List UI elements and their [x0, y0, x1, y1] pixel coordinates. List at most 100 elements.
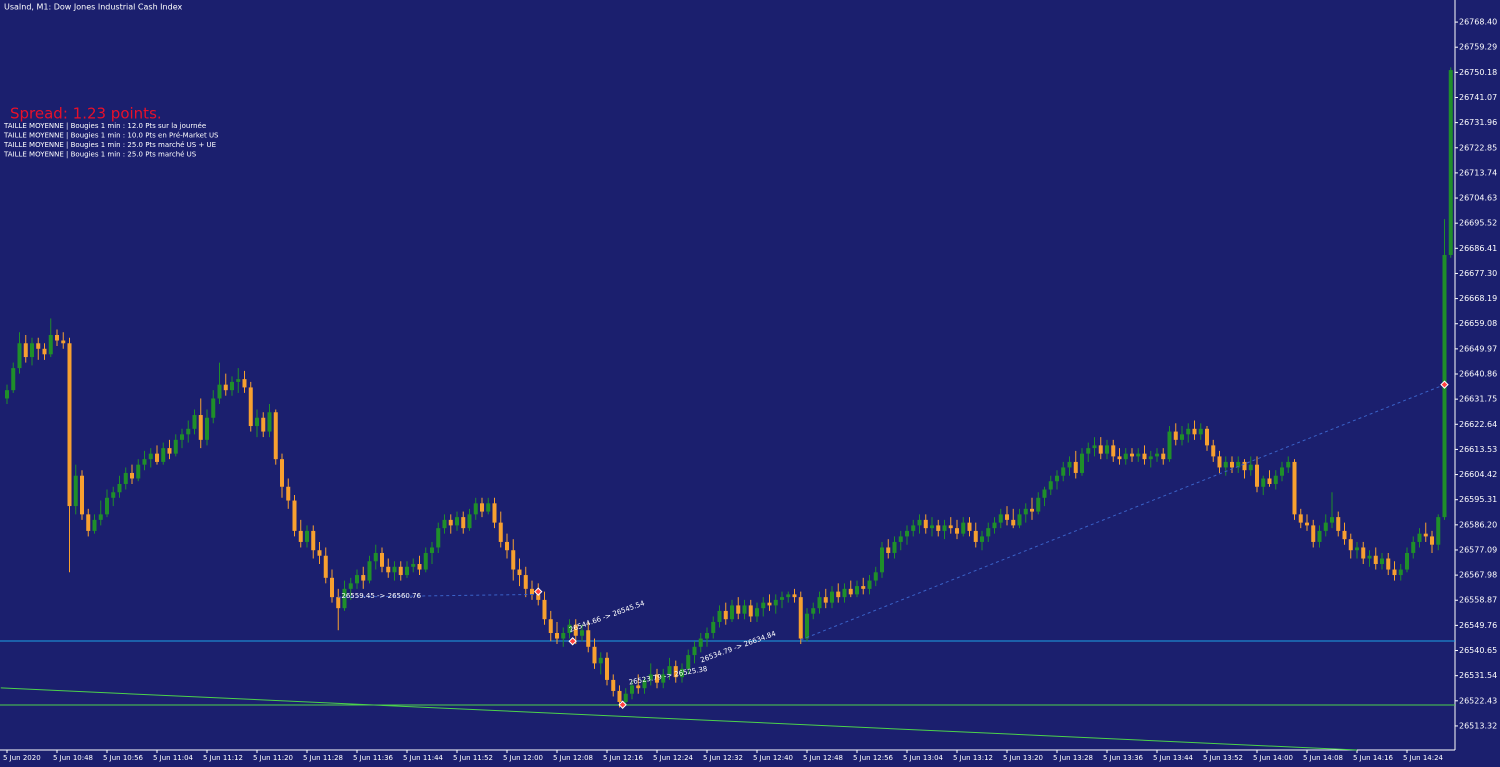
- candle-body: [1380, 558, 1384, 565]
- y-tick-label: 26704.63: [1459, 194, 1497, 203]
- candle-body: [748, 605, 753, 617]
- candle-body: [330, 577, 334, 598]
- candle-body: [636, 685, 641, 689]
- x-tick-label: 5 Jun 12:32: [703, 754, 743, 762]
- candle-body: [1055, 475, 1059, 482]
- candle-body: [1255, 464, 1259, 487]
- candle-body: [148, 453, 153, 460]
- candle-body: [5, 390, 9, 399]
- x-tick-label: 5 Jun 12:40: [753, 754, 793, 762]
- candle-body: [705, 633, 709, 639]
- candle-body: [1023, 508, 1028, 515]
- x-tick-label: 5 Jun 14:16: [1353, 754, 1394, 762]
- x-tick-label: 5 Jun 11:20: [253, 754, 293, 762]
- trend-line: [800, 384, 1445, 641]
- candle-body: [855, 586, 859, 595]
- y-tick-label: 26531.54: [1459, 671, 1497, 680]
- y-tick-label: 26604.42: [1459, 470, 1497, 479]
- candle-body: [817, 597, 822, 609]
- candle-body: [23, 343, 28, 358]
- y-tick-label: 26567.98: [1459, 571, 1497, 580]
- candle-body: [280, 459, 284, 487]
- candle-body: [405, 566, 409, 576]
- y-tick-label: 26613.53: [1459, 445, 1497, 454]
- candle-body: [1267, 478, 1272, 484]
- candle-body: [830, 591, 834, 603]
- candle-body: [1305, 522, 1309, 526]
- candle-body: [167, 448, 172, 454]
- candle-body: [767, 602, 772, 606]
- y-tick-label: 26649.97: [1459, 344, 1497, 353]
- candle-body: [1361, 547, 1366, 559]
- candle-body: [898, 536, 903, 542]
- y-tick-label: 26695.52: [1459, 219, 1497, 228]
- candle-body: [630, 685, 634, 694]
- candle-body: [42, 348, 47, 355]
- candle-body: [717, 610, 722, 622]
- candle-body: [186, 428, 191, 435]
- x-tick-label: 5 Jun 13:36: [1103, 754, 1144, 762]
- candle-body: [11, 368, 16, 391]
- candle-body: [1398, 569, 1403, 576]
- candle-body: [155, 453, 159, 462]
- candle-body: [1073, 461, 1078, 473]
- marker: [534, 587, 543, 596]
- candle-body: [692, 646, 697, 656]
- y-tick-label: 26750.18: [1459, 68, 1497, 77]
- candle-body: [523, 575, 528, 589]
- x-tick-label: 5 Jun 11:12: [203, 754, 243, 762]
- candle-body: [880, 547, 884, 573]
- x-tick-label: 5 Jun 12:00: [503, 754, 543, 762]
- candle-body: [1336, 517, 1341, 531]
- candle-body: [592, 646, 597, 664]
- candle-body: [842, 588, 847, 598]
- x-tick-label: 5 Jun 13:12: [953, 754, 993, 762]
- candle-body: [86, 514, 91, 531]
- x-tick-label: 5 Jun 14:08: [1303, 754, 1343, 762]
- candle-body: [105, 497, 109, 515]
- candle-body: [886, 547, 891, 553]
- candle-body: [1036, 497, 1041, 512]
- candle-body: [642, 679, 647, 689]
- candle-body: [1286, 461, 1291, 468]
- candle-body: [223, 384, 228, 391]
- candle-body: [323, 555, 328, 578]
- candle-body: [498, 522, 503, 542]
- annotation: 26559.45 -> 26560.76: [341, 592, 421, 600]
- candle-body: [398, 566, 403, 576]
- x-tick-label: 5 Jun 13:28: [1053, 754, 1093, 762]
- x-tick-label: 5 Jun 13:44: [1153, 754, 1194, 762]
- candle-body: [230, 381, 234, 391]
- candle-body: [955, 528, 959, 534]
- x-tick-label: 5 Jun 13:52: [1203, 754, 1243, 762]
- y-tick-label: 26522.43: [1459, 696, 1497, 705]
- candle-body: [555, 633, 559, 639]
- candle-body: [336, 597, 341, 609]
- candle-body: [430, 547, 434, 553]
- candle-body: [1205, 428, 1209, 446]
- candle-body: [1005, 514, 1009, 520]
- candle-body: [473, 503, 478, 515]
- candle-body: [1248, 464, 1253, 471]
- candle-body: [123, 472, 128, 484]
- candle-body: [1173, 431, 1178, 440]
- candle-body: [1211, 445, 1216, 457]
- candle-body: [773, 599, 778, 606]
- candle-body: [1411, 541, 1416, 553]
- y-tick-label: 26631.75: [1459, 395, 1497, 404]
- candle-body: [298, 530, 303, 542]
- info-line: TAILLE MOYENNE | Bougies 1 min : 25.0 Pt…: [3, 151, 197, 159]
- y-tick-label: 26677.30: [1459, 269, 1497, 278]
- candle-body: [905, 530, 909, 537]
- candle-body: [1067, 461, 1072, 468]
- candle-body: [780, 597, 784, 600]
- candle-body: [348, 583, 353, 589]
- candle-body: [723, 610, 728, 620]
- candle-body: [936, 525, 941, 531]
- candle-body: [923, 519, 928, 529]
- candle-body: [667, 666, 672, 675]
- y-tick-label: 26668.19: [1459, 294, 1497, 303]
- candle-body: [292, 500, 297, 531]
- candle-body: [1192, 428, 1197, 435]
